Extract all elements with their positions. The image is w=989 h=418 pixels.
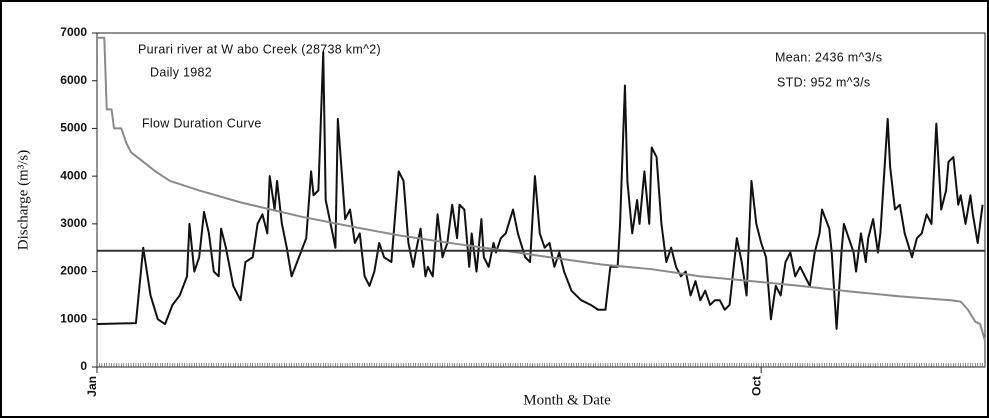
y-tick-label: 2000 <box>60 264 87 278</box>
annotation: Purari river at W abo Creek (28738 km^2) <box>138 42 381 56</box>
y-tick-label: 7000 <box>60 25 87 39</box>
y-axis-label: Discharge (m³/s) <box>15 150 31 250</box>
annotation: Flow Duration Curve <box>142 116 262 130</box>
y-tick-label: 0 <box>80 359 87 373</box>
annotation: Mean: 2436 m^3/s <box>775 50 882 64</box>
day-hash <box>96 363 986 367</box>
y-tick-label: 3000 <box>60 216 87 230</box>
series-line <box>97 51 984 330</box>
series-line <box>97 36 986 342</box>
x-axis-label: Month & Date <box>523 392 611 408</box>
y-tick-label: 4000 <box>60 168 87 182</box>
x-tick-label: Oct <box>749 376 763 396</box>
plot-area <box>96 32 986 368</box>
annotation: STD: 952 m^3/s <box>777 75 870 89</box>
y-tick-label: 1000 <box>60 311 87 325</box>
y-tick-label: 6000 <box>60 73 87 87</box>
annotation: Daily 1982 <box>150 65 212 79</box>
y-tick-label: 5000 <box>60 121 87 135</box>
x-tick-label: Jan <box>85 376 99 397</box>
